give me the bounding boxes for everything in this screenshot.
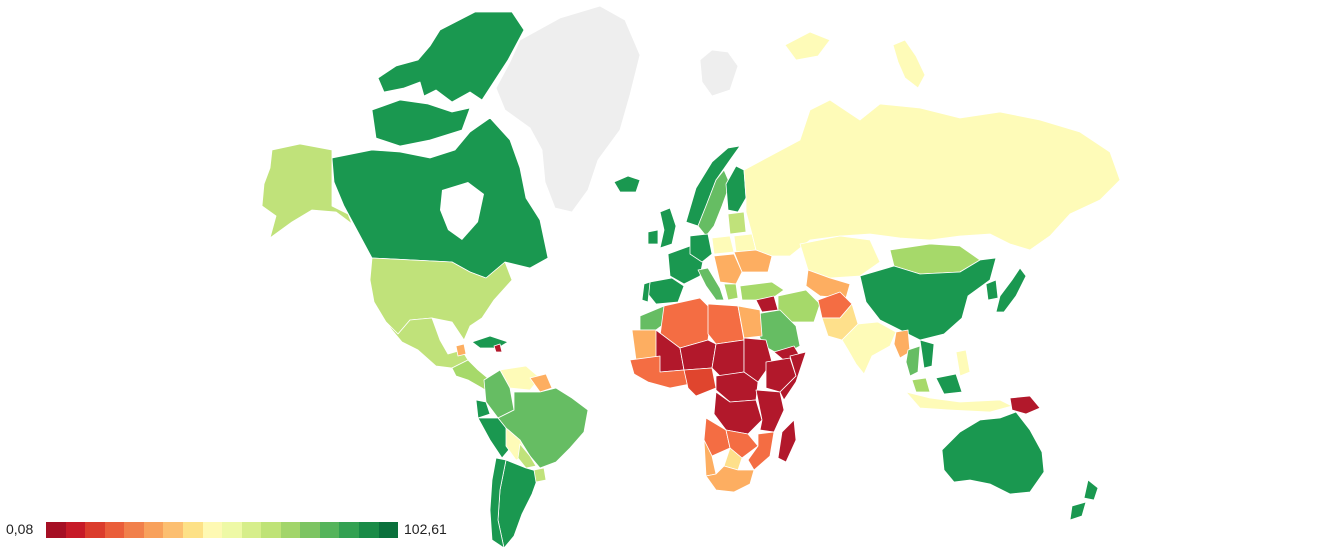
legend-swatch xyxy=(65,522,86,538)
legend-swatch xyxy=(85,522,105,538)
region-guyana[interactable] xyxy=(529,373,553,393)
region-russia[interactable] xyxy=(743,99,1121,257)
region-uk[interactable] xyxy=(659,207,677,249)
region-canada-islands-west[interactable] xyxy=(371,99,471,147)
region-borneo[interactable] xyxy=(935,373,963,395)
region-uruguay[interactable] xyxy=(533,467,547,483)
region-papua-new-guinea[interactable] xyxy=(1009,395,1041,415)
region-malaysia[interactable] xyxy=(911,377,931,393)
region-south-africa[interactable] xyxy=(705,465,755,493)
region-greece[interactable] xyxy=(723,283,739,301)
legend-max-label: 102,61 xyxy=(404,521,447,537)
region-madagascar[interactable] xyxy=(777,419,797,463)
region-argentina[interactable] xyxy=(497,459,541,549)
region-finland[interactable] xyxy=(725,165,747,213)
legend-color-scale xyxy=(46,522,399,538)
legend-swatch xyxy=(280,522,301,538)
legend-swatch xyxy=(378,522,399,538)
region-philippines[interactable] xyxy=(955,349,971,377)
legend-swatch xyxy=(104,522,125,538)
region-mexico[interactable] xyxy=(385,317,469,369)
legend-swatch xyxy=(261,522,281,538)
region-kenya-tanzania[interactable] xyxy=(755,389,785,433)
region-balkans[interactable] xyxy=(713,253,743,285)
region-haiti[interactable] xyxy=(493,343,503,353)
region-egypt[interactable] xyxy=(737,305,763,339)
legend-swatch xyxy=(319,522,340,538)
region-usa[interactable] xyxy=(369,257,513,341)
region-japan[interactable] xyxy=(995,267,1027,313)
region-portugal[interactable] xyxy=(641,281,651,303)
region-turkey[interactable] xyxy=(739,281,785,301)
region-poland[interactable] xyxy=(711,235,735,255)
region-india[interactable] xyxy=(841,321,897,375)
legend-swatch xyxy=(182,522,203,538)
region-drc[interactable] xyxy=(713,391,763,435)
region-greenland[interactable] xyxy=(495,5,641,213)
region-thailand[interactable] xyxy=(905,345,921,377)
legend-swatch xyxy=(163,522,183,538)
region-indonesia[interactable] xyxy=(905,391,1013,413)
legend-swatch xyxy=(241,522,262,538)
region-alaska[interactable] xyxy=(261,143,353,239)
region-new-zealand[interactable] xyxy=(1069,479,1099,521)
region-canada-islands[interactable] xyxy=(377,11,525,103)
region-iceland[interactable] xyxy=(613,175,641,193)
legend-swatch xyxy=(359,522,379,538)
region-somalia[interactable] xyxy=(779,351,807,401)
legend-swatch xyxy=(339,522,359,538)
region-paraguay[interactable] xyxy=(517,443,537,469)
region-italy[interactable] xyxy=(697,267,725,301)
region-guatemala[interactable] xyxy=(455,343,467,357)
legend-swatch xyxy=(46,522,66,538)
region-china[interactable] xyxy=(859,257,997,341)
region-spain[interactable] xyxy=(647,277,685,305)
region-vietnam[interactable] xyxy=(919,339,935,369)
region-nigeria[interactable] xyxy=(683,367,717,397)
legend-swatch xyxy=(202,522,223,538)
region-arctic-islands[interactable] xyxy=(699,49,739,97)
region-novaya-zemlya[interactable] xyxy=(892,39,926,89)
region-baltics[interactable] xyxy=(727,211,747,235)
region-ireland[interactable] xyxy=(647,229,659,245)
region-chad[interactable] xyxy=(711,339,745,377)
legend-swatch xyxy=(300,522,320,538)
region-canada[interactable] xyxy=(331,117,549,279)
legend-min-label: 0,08 xyxy=(6,521,34,537)
hudson-bay xyxy=(440,182,484,240)
region-australia[interactable] xyxy=(941,411,1045,495)
region-angola[interactable] xyxy=(703,417,731,457)
region-ecuador[interactable] xyxy=(475,399,491,419)
legend-swatch xyxy=(124,522,144,538)
region-chile[interactable] xyxy=(489,457,507,549)
region-korea[interactable] xyxy=(985,279,999,301)
region-cuba[interactable] xyxy=(471,335,509,349)
region-germany[interactable] xyxy=(689,233,713,263)
legend-swatch xyxy=(222,522,242,538)
legend-swatch xyxy=(143,522,164,538)
region-svalbard[interactable] xyxy=(784,31,831,61)
region-myanmar[interactable] xyxy=(893,329,911,359)
